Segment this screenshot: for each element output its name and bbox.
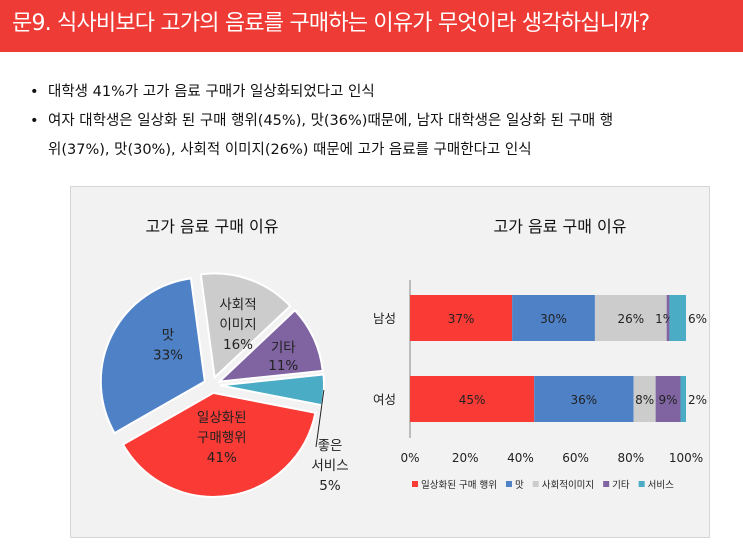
bar-segment [633, 376, 656, 422]
legend-label: 기타 [612, 480, 630, 491]
pie-slice [216, 308, 324, 383]
legend-label: 맛 [515, 480, 524, 491]
x-tick-label: 20% [452, 451, 479, 465]
pie-value: 33% [153, 347, 183, 363]
bar-segment [534, 376, 634, 422]
data-label: 37% [448, 312, 475, 326]
x-tick-label: 60% [562, 451, 589, 465]
category-label: 여성 [373, 392, 396, 407]
bar-segment [594, 295, 667, 341]
bullet-line: 여자 대학생은 일상화 된 구매 행위(45%), 맛(36%)때문에, 남자 … [48, 113, 614, 129]
data-label: 8% [635, 393, 654, 407]
legend-swatch [505, 481, 512, 487]
x-tick-label: 40% [507, 451, 534, 465]
data-label: 30% [540, 312, 567, 326]
data-label: 36% [571, 393, 598, 407]
legend-swatch [603, 481, 610, 487]
pie-label: 좋은 [318, 438, 343, 454]
bullet-line: 대학생 41%가 고가 음료 구매가 일상화되었다고 인식 [48, 84, 375, 100]
pie-label: 서비스 [311, 458, 348, 474]
bar-segment [669, 295, 686, 341]
header-bar: 문9. 식사비보다 고가의 음료를 구매하는 이유가 무엇이라 생각하십니까? [0, 0, 743, 52]
summary-bullets: • 대학생 41%가 고가 음료 구매가 일상화되었다고 인식 • 여자 대학생… [28, 78, 728, 165]
x-tick-label: 80% [617, 451, 644, 465]
pie-leader-line [315, 389, 325, 448]
bar-segment [666, 295, 670, 341]
page-title: 문9. 식사비보다 고가의 음료를 구매하는 이유가 무엇이라 생각하십니까? [12, 11, 650, 36]
legend-label: 사회적이미지 [542, 479, 594, 491]
pie-slice [199, 272, 292, 380]
pie-value: 16% [223, 337, 253, 353]
bar-segment [410, 376, 535, 422]
bar-segment [680, 376, 686, 422]
legend-swatch [638, 481, 645, 487]
data-label: 45% [459, 393, 486, 407]
pie-value: 41% [207, 450, 237, 466]
data-label: 26% [617, 312, 644, 326]
pie-value: 5% [319, 478, 341, 494]
pie-label: 맛 [162, 327, 174, 343]
legend-label: 서비스 [648, 480, 674, 491]
data-label: 2% [688, 393, 707, 407]
pie-label: 이미지 [219, 317, 256, 333]
pie-chart-title: 고가 음료 구매 이유 [145, 217, 278, 236]
x-tick-label: 100% [669, 451, 703, 465]
legend-swatch [412, 481, 418, 487]
legend-label: 일상화된 구매 행위 [421, 479, 497, 491]
pie-label: 일상화된 [197, 410, 247, 426]
pie-label: 기타 [271, 340, 296, 356]
x-tick-label: 0% [400, 451, 419, 465]
bullet-dot: • [30, 113, 39, 129]
bar-chart-title: 고가 음료 구매 이유 [493, 217, 626, 236]
data-label: 6% [688, 312, 707, 326]
pie-slice [99, 277, 206, 435]
bar-segment [655, 376, 681, 422]
bullet-line: 위(37%), 맛(30%), 사회적 이미지(26%) 때문에 고가 음료를 … [48, 142, 532, 158]
bullet-item: • 여자 대학생은 일상화 된 구매 행위(45%), 맛(36%)때문에, 남… [28, 107, 728, 165]
bullet-dot: • [30, 84, 39, 100]
pie-label: 사회적 [219, 297, 256, 313]
bar-segment [512, 295, 595, 341]
pie-label: 구매행위 [197, 430, 247, 446]
category-label: 남성 [373, 311, 396, 326]
legend-swatch [532, 481, 539, 487]
pie-value: 11% [268, 358, 298, 374]
bullet-item: • 대학생 41%가 고가 음료 구매가 일상화되었다고 인식 [28, 78, 728, 107]
bar-segment [410, 295, 513, 341]
pie-slice [121, 391, 317, 498]
data-label: 9% [659, 393, 678, 407]
